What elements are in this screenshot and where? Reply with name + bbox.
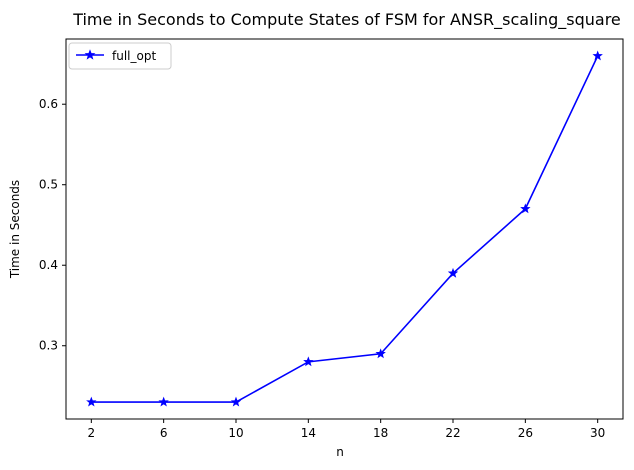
- legend-label: full_opt: [112, 49, 156, 63]
- y-tick-label: 0.4: [39, 258, 58, 272]
- x-tick-label: 10: [228, 426, 243, 440]
- chart-title: Time in Seconds to Compute States of FSM…: [72, 10, 621, 30]
- y-tick-label: 0.6: [39, 97, 58, 111]
- data-point: [86, 396, 97, 407]
- plot-area: 2 6 10 14 18 22 26 30 0.30.40.50.6: [39, 38, 624, 440]
- x-tick-label: 14: [301, 426, 316, 440]
- x-tick-label: 30: [590, 426, 605, 440]
- x-tick-label: 18: [373, 426, 388, 440]
- axes-frame: [65, 38, 624, 420]
- data-point: [447, 267, 459, 278]
- x-axis-label: n: [336, 445, 344, 459]
- x-tick-label: 6: [160, 426, 168, 440]
- legend-star-marker: [84, 49, 96, 60]
- x-tick-label: 26: [518, 426, 533, 440]
- series-layer: [86, 50, 603, 407]
- y-axis: 0.3 0.4 0.5 0.6: [39, 97, 66, 353]
- data-point: [520, 203, 531, 214]
- y-axis-label: Time in Seconds: [8, 180, 22, 279]
- y-tick-label: 0.3: [39, 339, 58, 353]
- data-point: [592, 50, 603, 61]
- series-line: [91, 55, 599, 403]
- data-point: [158, 396, 169, 407]
- x-tick-label: 22: [445, 426, 460, 440]
- y-tick-label: 0.5: [39, 178, 58, 192]
- data-point: [303, 356, 314, 367]
- data-point: [375, 348, 386, 359]
- legend-box: [68, 42, 172, 70]
- x-tick-label: 2: [87, 426, 95, 440]
- x-axis: 2 6 10 14 18 22 26 30: [87, 419, 605, 440]
- data-point: [230, 396, 242, 407]
- legend: full_opt: [68, 42, 172, 70]
